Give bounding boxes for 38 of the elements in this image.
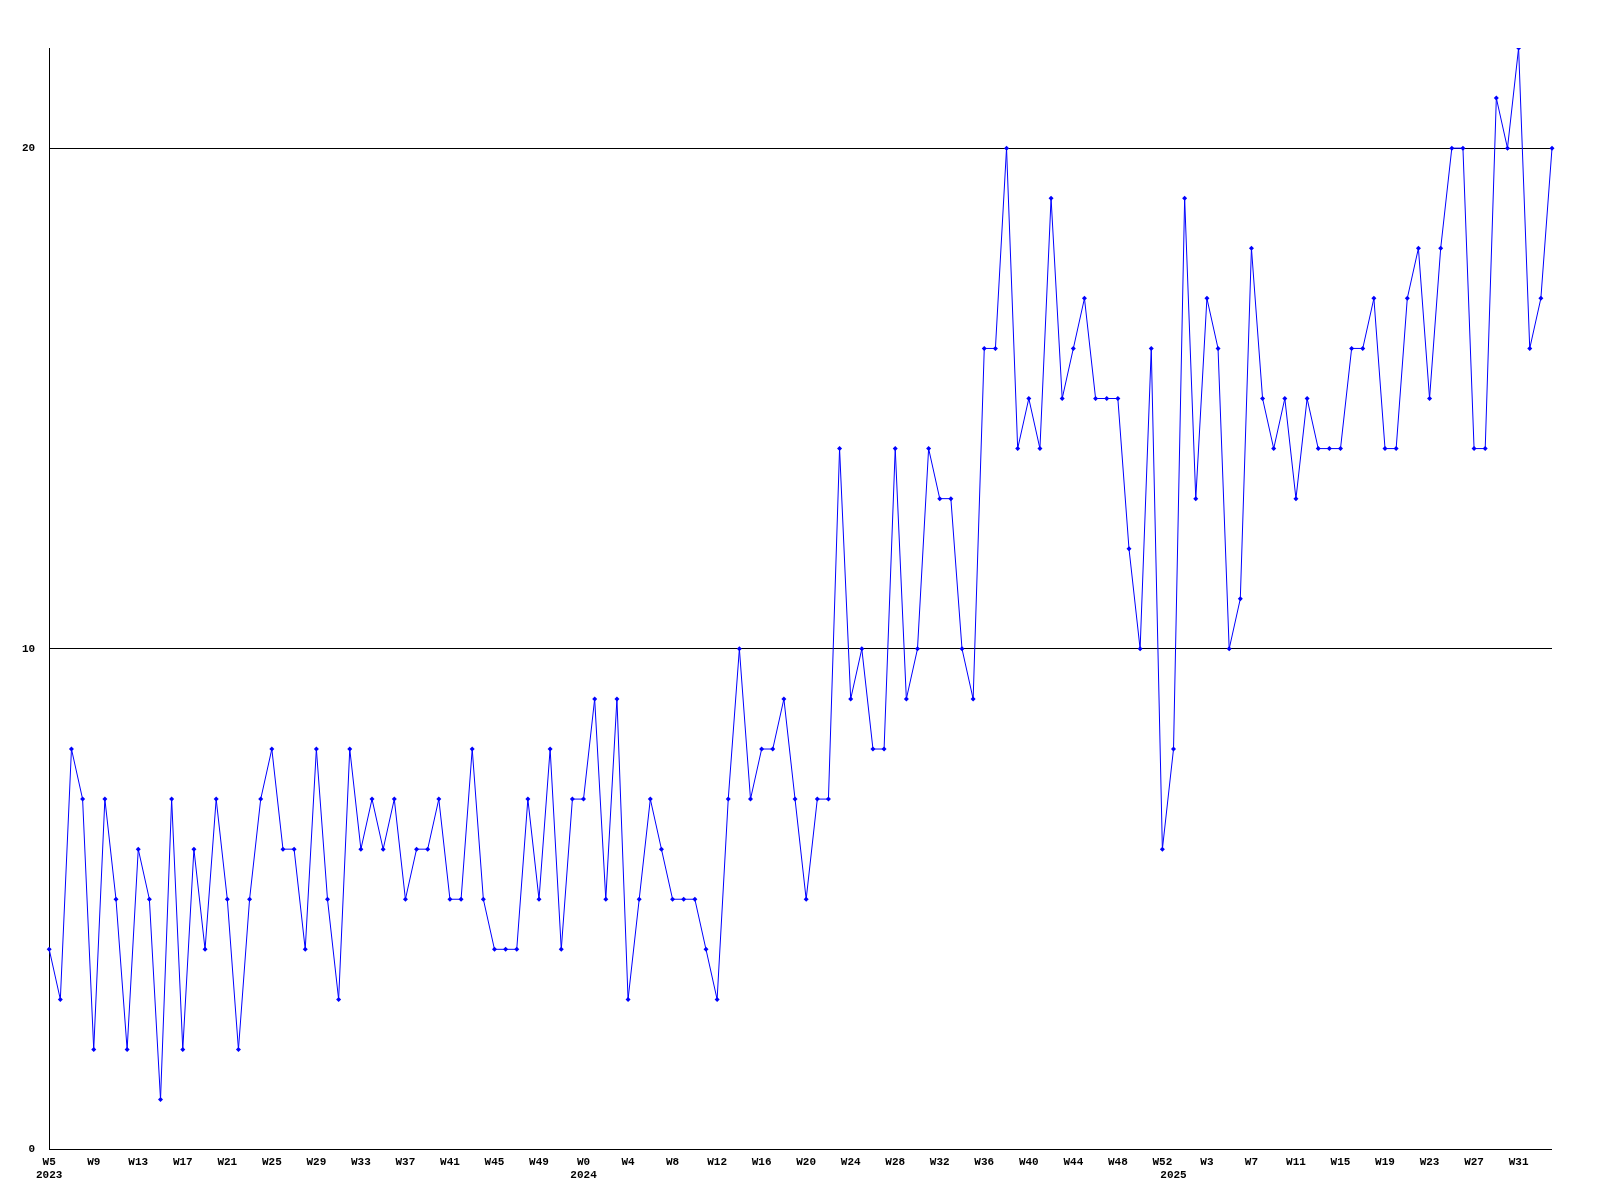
x-tick-label: W21 <box>217 1155 238 1168</box>
x-tick-label: W48 <box>1107 1155 1129 1168</box>
x-tick-label: W41 <box>440 1155 461 1168</box>
x-tick-label: W9 <box>87 1155 101 1168</box>
x-tick-label: W52 <box>1152 1155 1173 1168</box>
x-tick-label: W24 <box>840 1155 861 1168</box>
x-tick-label: W33 <box>350 1155 372 1168</box>
x-tick-label: W31 <box>1508 1155 1529 1168</box>
x-tick-label: W29 <box>306 1155 327 1168</box>
x-tick-label: W36 <box>974 1155 995 1168</box>
x-tick-label: W3 <box>1200 1155 1214 1168</box>
x-tick-label: W49 <box>529 1155 549 1168</box>
x-tick-label: W4 <box>621 1155 636 1168</box>
y-tick-label: 20 <box>22 141 36 154</box>
x-tick-label: W37 <box>395 1155 416 1168</box>
x-tick-label: W15 <box>1330 1155 1351 1168</box>
x-tick-label: W45 <box>484 1155 505 1168</box>
x-tick-label: W7 <box>1244 1155 1259 1168</box>
x-tick-label: W8 <box>665 1155 680 1168</box>
x-tick-label: W17 <box>172 1155 193 1168</box>
x-tick-label: W20 <box>796 1155 817 1168</box>
x-tick-label: W40 <box>1018 1155 1039 1168</box>
y-tick-label: 10 <box>22 642 36 655</box>
x-tick-label: W0 2024 <box>570 1155 598 1182</box>
x-tick-label: W11 <box>1286 1155 1307 1168</box>
x-tick-label: W16 <box>751 1155 772 1168</box>
x-tick-label: W28 <box>885 1155 906 1168</box>
x-tick-label: W5 2023 <box>36 1155 63 1182</box>
x-tick-label: W44 <box>1063 1155 1084 1168</box>
y-tick-label: 0 <box>28 1143 36 1156</box>
x-tick-label: W25 <box>261 1155 283 1168</box>
x-tick-label: W13 <box>128 1155 149 1168</box>
x-tick-label: W32 <box>929 1155 950 1168</box>
x-tick-label: 2025 <box>1160 1169 1188 1182</box>
x-tick-label: W19 <box>1375 1155 1395 1168</box>
x-tick-label: W12 <box>707 1155 728 1168</box>
x-tick-label: W27 <box>1464 1155 1484 1168</box>
x-tick-label: W23 <box>1419 1155 1440 1168</box>
